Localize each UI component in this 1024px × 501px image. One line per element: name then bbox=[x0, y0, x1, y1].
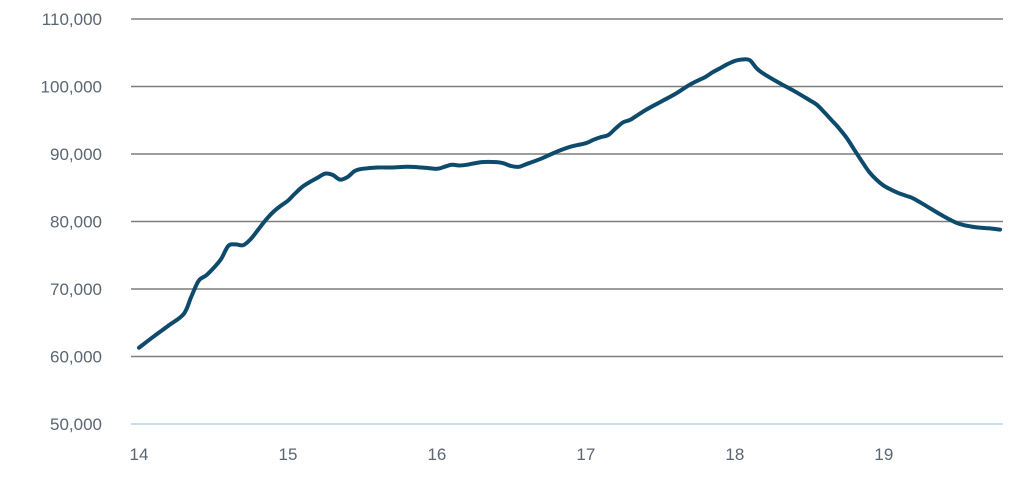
x-axis-tick-labels: 14 15 16 17 18 19 bbox=[130, 445, 894, 464]
y-tick-label-60000: 60,000 bbox=[50, 348, 102, 367]
y-tick-label-90000: 90,000 bbox=[50, 145, 102, 164]
x-tick-label-14: 14 bbox=[130, 445, 149, 464]
x-tick-label-16: 16 bbox=[427, 445, 446, 464]
x-tick-label-18: 18 bbox=[725, 445, 744, 464]
x-tick-label-15: 15 bbox=[279, 445, 298, 464]
series-line-0 bbox=[137, 57, 1002, 350]
y-tick-label-80000: 80,000 bbox=[50, 213, 102, 232]
y-tick-label-100000: 100,000 bbox=[41, 78, 102, 97]
x-tick-label-19: 19 bbox=[874, 445, 893, 464]
series-layer bbox=[137, 57, 1002, 350]
y-tick-label-70000: 70,000 bbox=[50, 280, 102, 299]
y-axis-tick-labels: 50,000 60,000 70,000 80,000 90,000 100,000 110… bbox=[41, 10, 102, 434]
y-tick-label-110000: 110,000 bbox=[42, 10, 102, 29]
x-tick-label-17: 17 bbox=[576, 445, 595, 464]
gridlines bbox=[131, 18, 1003, 425]
y-tick-label-50000: 50,000 bbox=[50, 415, 102, 434]
